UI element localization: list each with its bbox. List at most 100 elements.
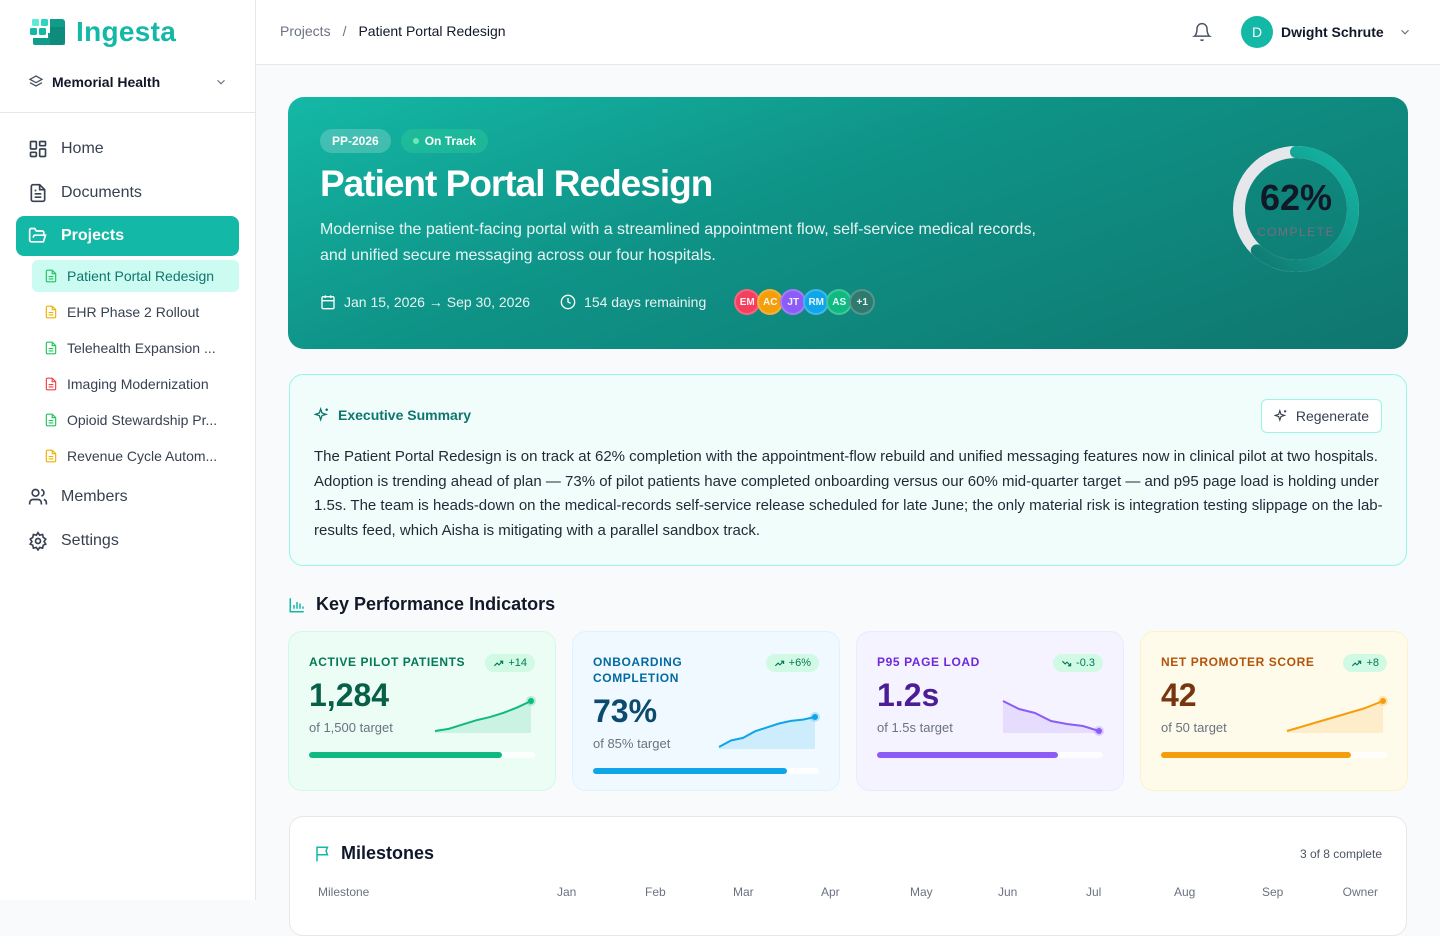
gear-icon xyxy=(29,531,47,551)
user-menu[interactable]: D Dwight Schrute xyxy=(1241,16,1412,48)
kpi-delta-badge: +6% xyxy=(765,654,819,672)
kpi-progress-bar xyxy=(593,768,819,774)
divider xyxy=(0,112,255,113)
project-code-badge: PP-2026 xyxy=(320,129,391,153)
avatar: D xyxy=(1241,16,1273,48)
logo[interactable]: Ingesta xyxy=(30,16,176,48)
column-header: Jun xyxy=(998,885,1018,899)
progress-percent: 62% xyxy=(1259,177,1333,218)
grid-icon xyxy=(29,140,47,158)
project-label: Revenue Cycle Autom... xyxy=(67,448,218,464)
kpi-progress-bar xyxy=(1161,752,1387,758)
sparkles-icon xyxy=(314,407,329,422)
sparkline-point xyxy=(1380,698,1386,704)
file-icon xyxy=(45,377,57,391)
progress-ring-fill xyxy=(1233,146,1359,272)
sidebar-item-home[interactable]: Home xyxy=(16,128,239,170)
trend-up-icon xyxy=(1352,660,1362,666)
sidebar-item-label: Projects xyxy=(61,227,125,244)
kpi-target: of 85% target xyxy=(593,736,671,751)
member-avatar[interactable]: +1 xyxy=(849,289,876,315)
kpi-progress-fill xyxy=(1161,752,1351,758)
file-icon xyxy=(45,305,57,319)
kpi-progress-bar xyxy=(309,752,535,758)
regenerate-button[interactable]: Regenerate xyxy=(1260,399,1382,433)
sparkline-point xyxy=(812,714,818,720)
summary-title: Executive Summary xyxy=(338,407,472,423)
column-header: Owner xyxy=(1342,885,1378,899)
project-label: Telehealth Expansion ... xyxy=(67,340,216,356)
kpi-sparkline xyxy=(718,712,820,749)
sidebar-project-item[interactable]: Imaging Modernization xyxy=(32,368,239,400)
project-label: EHR Phase 2 Rollout xyxy=(67,304,200,320)
bell-icon[interactable] xyxy=(1192,21,1212,43)
sidebar-project-item[interactable]: EHR Phase 2 Rollout xyxy=(32,296,239,328)
kpi-target: of 1,500 target xyxy=(309,720,393,735)
kpi-card: NET PROMOTER SCORE +8 42 of 50 target xyxy=(1140,631,1408,791)
calendar-icon xyxy=(321,295,335,310)
date-range: Jan 15, 2026 → Sep 30, 2026 xyxy=(344,294,531,310)
column-header: Milestone xyxy=(318,885,370,899)
milestones-title: Milestones xyxy=(341,843,435,863)
org-switcher[interactable]: Memorial Health xyxy=(28,70,228,94)
sparkline-area xyxy=(719,717,815,749)
file-icon xyxy=(45,413,57,427)
kpi-value: 73% xyxy=(593,693,658,729)
sparkline-area xyxy=(1003,701,1099,733)
sidebar-item-label: Documents xyxy=(61,184,142,201)
sparkline-line xyxy=(1002,700,1100,732)
kpi-progress-fill xyxy=(309,752,503,758)
member-avatar[interactable]: AS xyxy=(826,289,853,315)
progress-label: COMPLETE xyxy=(1256,225,1335,239)
bar-chart-icon xyxy=(289,597,304,612)
chevron-down-icon xyxy=(1400,29,1409,35)
milestones-card: Milestones 3 of 8 complete Milestone Jan F… xyxy=(289,816,1407,936)
kpi-card: ONBOARDING COMPLETION +6% 73% of 85% tar… xyxy=(572,631,840,791)
org-name: Memorial Health xyxy=(52,74,161,90)
kpi-value: 1,284 xyxy=(309,677,390,713)
folder-open-icon xyxy=(28,227,47,243)
kpi-label: NET PROMOTER SCORE xyxy=(1161,655,1315,669)
user-name: Dwight Schrute xyxy=(1281,24,1384,40)
sidebar: Ingesta Memorial Health Home Documents P… xyxy=(0,0,256,900)
kpi-delta: +8 xyxy=(1366,657,1379,669)
page-title: Patient Portal Redesign xyxy=(320,163,713,204)
sidebar-project-item[interactable]: Telehealth Expansion ... xyxy=(32,332,239,364)
kpi-progress-bar xyxy=(877,752,1103,758)
users-icon xyxy=(28,488,48,505)
sidebar-item-projects[interactable]: Projects xyxy=(16,216,239,256)
member-avatar[interactable]: JT xyxy=(780,289,807,315)
sidebar-item-label: Settings xyxy=(61,532,119,549)
kpi-card: ACTIVE PILOT PATIENTS +14 1,284 of 1,500… xyxy=(288,631,556,791)
sidebar-project-item[interactable]: Opioid Stewardship Pr... xyxy=(32,404,239,436)
sidebar-item-settings[interactable]: Settings xyxy=(16,520,239,562)
breadcrumb: Projects / Patient Portal Redesign xyxy=(280,23,506,39)
sparkline-point xyxy=(1096,728,1102,734)
sidebar-item-documents[interactable]: Documents xyxy=(16,172,239,214)
clock-icon xyxy=(560,294,576,310)
breadcrumb-separator: / xyxy=(342,23,347,39)
kpi-value: 42 xyxy=(1161,677,1197,713)
kpi-progress-fill xyxy=(593,768,788,774)
kpi-delta-badge: +8 xyxy=(1343,654,1387,672)
member-avatars[interactable]: EM AC JT RM AS +1 xyxy=(734,289,876,315)
kpi-card: P95 PAGE LOAD -0.3 1.2s of 1.5s target xyxy=(856,631,1124,791)
status-dot xyxy=(412,138,419,144)
sparkline-line xyxy=(1286,700,1384,732)
file-icon xyxy=(45,449,57,463)
sidebar-item-members[interactable]: Members xyxy=(16,476,239,518)
kpi-title: Key Performance Indicators xyxy=(316,594,556,614)
kpi-label: ONBOARDING COMPLETION xyxy=(593,655,683,685)
sidebar-project-item[interactable]: Patient Portal Redesign xyxy=(32,260,239,292)
column-header: Jan xyxy=(557,885,577,899)
breadcrumb-projects[interactable]: Projects xyxy=(280,23,331,39)
logo-icon xyxy=(30,19,65,45)
project-label: Patient Portal Redesign xyxy=(67,268,215,284)
column-header: May xyxy=(910,885,933,899)
status-label: On Track xyxy=(424,134,477,148)
kpi-value: 1.2s xyxy=(877,677,940,713)
sidebar-item-label: Members xyxy=(61,488,128,505)
member-avatar[interactable]: AC xyxy=(757,289,784,315)
sidebar-project-item[interactable]: Revenue Cycle Autom... xyxy=(32,440,239,472)
member-avatar[interactable]: EM xyxy=(734,289,761,315)
